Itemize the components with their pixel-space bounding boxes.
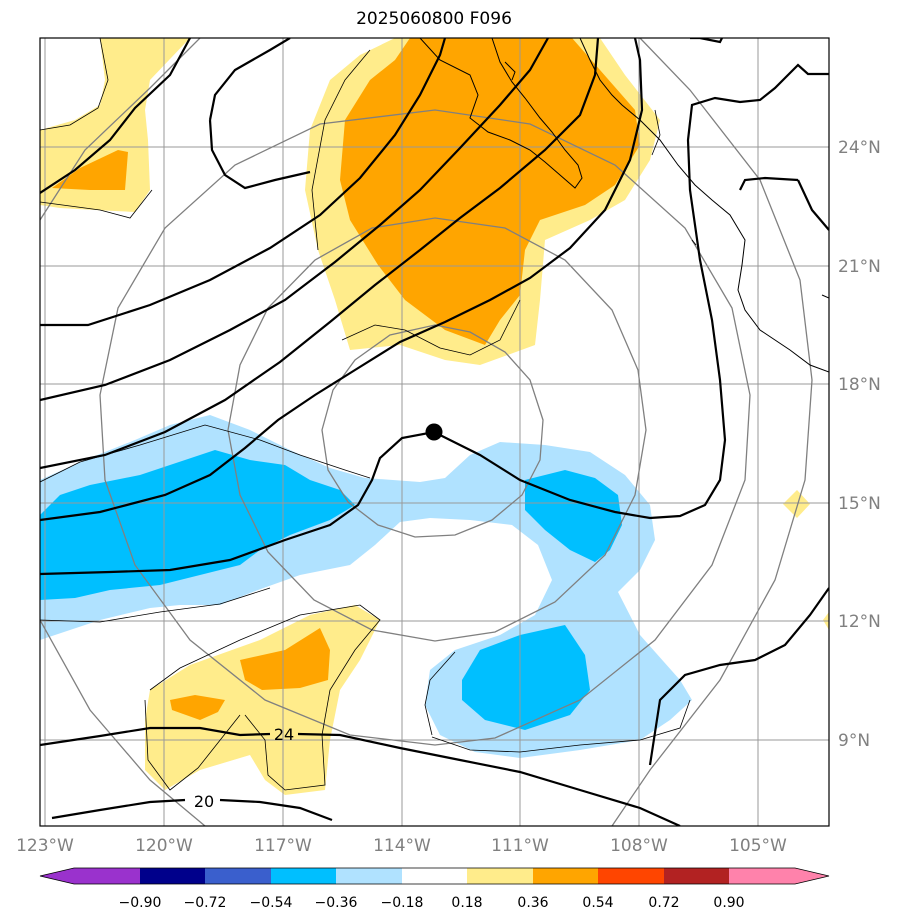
colorbar-segment — [664, 868, 729, 884]
colorbar-segment — [336, 868, 402, 884]
colorbar-segment — [74, 868, 140, 884]
colorbar-label: −0.54 — [250, 895, 293, 911]
latitude-axis: 24°N 21°N 18°N 15°N 12°N 9°N — [838, 138, 881, 751]
lon-label: 120°W — [135, 836, 193, 856]
orange-fill-south-b — [170, 695, 225, 720]
lon-label: 105°W — [729, 836, 787, 856]
range-ring-1 — [321, 324, 544, 538]
lat-lon-grid — [40, 38, 829, 826]
colorbar-segment — [598, 868, 664, 884]
colorbar-outline — [39, 867, 830, 885]
colorbar-label: −0.90 — [119, 895, 162, 911]
colorbar-segment — [467, 868, 533, 884]
colorbar-label: 0.18 — [451, 895, 482, 911]
colorbar-segment — [271, 868, 336, 884]
range-ring-3 — [99, 109, 751, 746]
map-area — [40, 38, 829, 826]
range-ring-4c — [40, 619, 206, 826]
deep-blue-band-west — [40, 450, 355, 600]
lon-label: 108°W — [610, 836, 668, 856]
colorbar-segment — [205, 868, 271, 884]
colorbar-label: 0.72 — [648, 895, 679, 911]
colorbar-label: 0.90 — [713, 895, 744, 911]
lon-label: 123°W — [16, 836, 74, 856]
lat-label: 9°N — [838, 731, 870, 751]
colorbar-extend-min — [40, 868, 74, 884]
coastline — [419, 38, 829, 373]
orange-fill-north — [340, 38, 640, 345]
colorbar-label: −0.36 — [315, 895, 358, 911]
lon-label: 117°W — [254, 836, 312, 856]
colorbar-segment — [533, 868, 598, 884]
range-rings — [40, 38, 813, 826]
orange-fill-south-a — [240, 628, 330, 690]
negative-anomaly-fills — [40, 415, 692, 758]
storm-center-marker — [425, 423, 443, 441]
colorbar: −0.90 −0.72 −0.54 −0.36 −0.18 0.18 0.36 … — [39, 867, 830, 911]
colorbar-segment — [402, 868, 467, 884]
deep-blue-blob-south — [462, 625, 590, 730]
colorbar-segment — [140, 868, 205, 884]
colorbar-label: −0.72 — [184, 895, 227, 911]
lon-label: 114°W — [373, 836, 431, 856]
colorbar-segment — [729, 868, 795, 884]
map-title: 2025060800 F096 — [356, 9, 512, 29]
colorbar-label: 0.36 — [517, 895, 548, 911]
yellow-diamond — [783, 490, 810, 518]
longitude-axis: 123°W 120°W 117°W 114°W 111°W 108°W 105°… — [16, 836, 787, 856]
colorbar-extend-max — [795, 868, 829, 884]
lat-label: 24°N — [838, 138, 881, 158]
colorbar-label: 0.54 — [582, 895, 613, 911]
colorbar-label: −0.18 — [381, 895, 424, 911]
map-frame — [39, 37, 830, 827]
lat-label: 12°N — [838, 612, 881, 632]
lon-label: 111°W — [491, 836, 549, 856]
lat-label: 18°N — [838, 375, 881, 395]
thick-contours — [40, 38, 829, 826]
range-ring-4b — [611, 38, 813, 826]
thin-contours — [40, 38, 691, 791]
orange-fill-northwest — [52, 150, 128, 190]
range-ring-2 — [227, 217, 647, 642]
contour-label-24: 24 — [274, 725, 294, 744]
contour-label-20: 20 — [194, 792, 214, 811]
deep-blue-blob-east — [525, 470, 622, 562]
lat-label: 15°N — [838, 494, 881, 514]
lat-label: 21°N — [838, 257, 881, 277]
range-ring-4 — [40, 38, 201, 221]
